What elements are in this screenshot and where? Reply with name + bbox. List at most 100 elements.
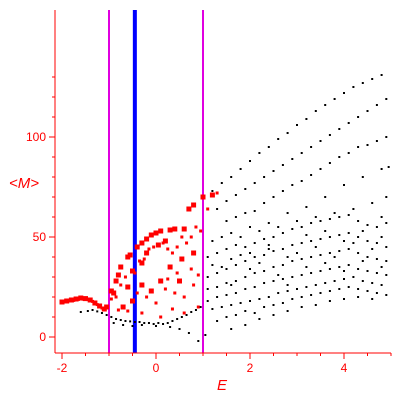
- data-point-s2-184: [310, 272, 313, 274]
- data-point-s2-145: [319, 238, 322, 240]
- data-point-s2-241: [371, 298, 374, 300]
- data-point-s2-265: [286, 256, 289, 258]
- data-point-s2-38: [230, 176, 233, 178]
- data-point-s2-64: [300, 152, 303, 154]
- data-point-s2-43: [277, 138, 280, 140]
- data-point-s1-12: [133, 271, 137, 275]
- data-point-s2-85: [328, 162, 331, 164]
- y-tick-label-1: 50: [33, 230, 47, 244]
- data-point-s2-185: [319, 270, 322, 272]
- data-point-s2-7: [115, 318, 118, 320]
- data-point-s2-10: [129, 320, 132, 323]
- data-point-s2-255: [286, 284, 289, 286]
- data-point-s1-18: [166, 247, 170, 251]
- data-point-s2-35: [112, 322, 115, 324]
- data-point-s2-66: [319, 140, 322, 142]
- data-point-s2-87: [347, 152, 350, 154]
- data-point-s2-219: [281, 302, 284, 304]
- data-point-s1-43: [189, 267, 193, 271]
- data-point-s0-26: [186, 206, 192, 212]
- data-point-s2-247: [314, 246, 317, 248]
- y-tick-label-0: 0: [39, 330, 46, 344]
- data-point-s2-127: [338, 216, 341, 218]
- data-point-s2-254: [267, 248, 270, 250]
- data-point-s2-213: [225, 316, 228, 318]
- data-point-s2-68: [338, 128, 341, 130]
- data-point-s2-135: [225, 268, 228, 270]
- data-point-s1-25: [199, 229, 203, 233]
- data-point-s2-26: [131, 325, 134, 327]
- data-point-s2-5: [105, 314, 108, 316]
- data-point-s2-233: [258, 318, 261, 320]
- data-point-s2-248: [333, 256, 336, 258]
- data-point-s2-194: [220, 306, 223, 308]
- data-point-s0-10: [104, 304, 110, 310]
- data-point-s2-69: [347, 122, 350, 124]
- data-point-s0-34: [155, 242, 161, 248]
- data-point-s0-2: [68, 297, 74, 303]
- data-point-s2-157: [244, 276, 247, 278]
- data-point-s2-250: [371, 248, 374, 250]
- data-point-s2-113: [206, 256, 209, 258]
- data-point-s2-141: [281, 248, 284, 250]
- data-point-s2-102: [220, 236, 223, 238]
- data-point-s0-7: [92, 300, 98, 306]
- data-point-s2-163: [300, 258, 303, 260]
- data-point-s1-29: [154, 301, 158, 305]
- data-point-s1-7: [100, 306, 104, 310]
- data-point-s1-27: [135, 291, 139, 295]
- data-point-s2-11: [133, 321, 136, 323]
- data-point-s2-120: [272, 236, 275, 238]
- data-point-s2-60: [263, 176, 266, 178]
- x-tick-label-2: 2: [247, 361, 254, 375]
- data-point-s0-14: [118, 264, 124, 270]
- data-point-s2-155: [225, 282, 228, 284]
- data-point-s2-110: [352, 208, 355, 210]
- data-point-s1-8: [109, 297, 113, 301]
- data-point-s1-24: [194, 225, 198, 229]
- data-point-s2-3: [96, 310, 99, 313]
- data-point-s0-6: [87, 297, 93, 303]
- data-point-s2-156: [234, 280, 237, 282]
- data-point-s2-187: [338, 266, 341, 268]
- data-point-s1-33: [192, 283, 196, 287]
- data-point-s2-40: [249, 160, 251, 162]
- data-point-s2-105: [258, 230, 261, 232]
- data-point-s2-179: [263, 282, 266, 284]
- data-point-s2-270: [380, 216, 383, 218]
- data-point-s2-195: [230, 304, 233, 306]
- data-point-s1-0: [65, 299, 69, 303]
- data-point-s2-235: [286, 310, 289, 312]
- data-point-s2-253: [249, 268, 251, 270]
- data-point-s1-44: [175, 271, 179, 275]
- data-point-s2-89: [366, 144, 369, 146]
- data-point-s2-249: [352, 242, 355, 244]
- data-point-s2-72: [375, 104, 378, 106]
- data-point-s2-215: [244, 310, 247, 312]
- data-point-s2-230: [385, 294, 388, 296]
- data-point-s2-246: [296, 252, 298, 254]
- data-point-s2-41: [258, 152, 261, 154]
- data-point-s2-121: [281, 232, 284, 234]
- data-point-s2-206: [333, 280, 336, 282]
- data-point-s2-229: [375, 292, 378, 294]
- data-point-s2-96: [324, 196, 327, 198]
- data-point-s2-203: [305, 286, 308, 288]
- data-point-s0-43: [158, 278, 164, 284]
- data-point-s2-177: [244, 288, 247, 290]
- data-point-s2-137: [244, 260, 247, 262]
- data-point-s2-116: [234, 244, 237, 246]
- data-point-s2-42: [267, 146, 270, 148]
- data-point-s2-19: [171, 320, 174, 322]
- data-point-s2-196: [239, 302, 242, 304]
- data-point-s0-8: [97, 303, 103, 309]
- data-point-s1-42: [196, 305, 200, 309]
- data-point-s2-260: [380, 266, 383, 268]
- data-point-s2-33: [204, 334, 207, 336]
- data-point-s2-264: [267, 244, 270, 246]
- axes: [49, 10, 392, 359]
- data-point-s2-143: [300, 242, 303, 244]
- data-point-s2-79: [272, 196, 275, 198]
- data-point-s2-117: [244, 246, 247, 248]
